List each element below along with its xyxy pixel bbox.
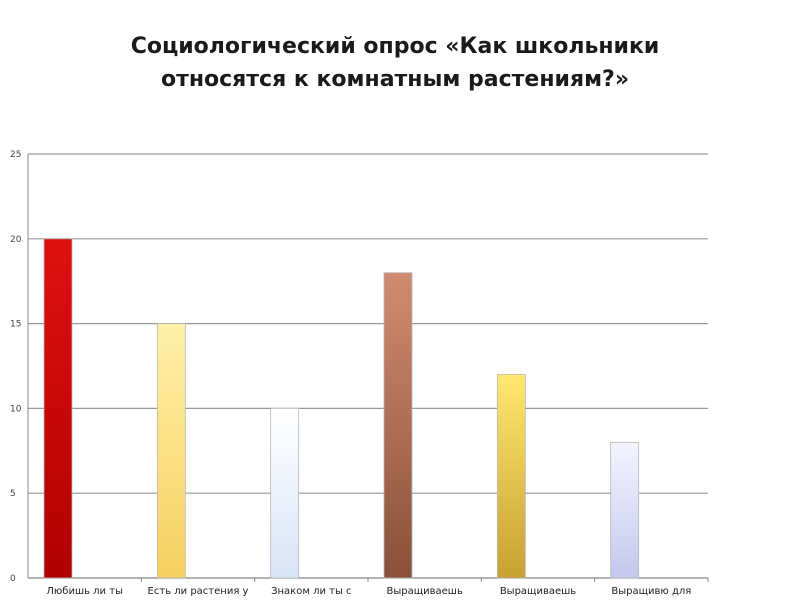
bar-5: [496, 374, 526, 579]
bars: [43, 238, 640, 579]
x-category-label-3: Знаком ли ты с: [271, 586, 351, 597]
y-tick-label-10: 10: [10, 404, 22, 414]
y-tick-label-25: 25: [10, 150, 21, 160]
bar-1: [43, 238, 73, 579]
bar-4: [383, 272, 413, 579]
chart-title-line-2: относятся к комнатным растениям?»: [160, 67, 630, 92]
y-tick-label-15: 15: [10, 320, 21, 330]
bar-2: [156, 323, 186, 579]
chart-title-line-1: Социологический опрос «Как школьники: [130, 34, 660, 59]
bar-3: [270, 407, 300, 579]
y-tick-label-0: 0: [10, 574, 16, 584]
x-axis: Любишь ли ты Есть ли растения у Знаком ли …: [46, 578, 709, 597]
y-tick-label-5: 5: [10, 489, 16, 499]
chart-title: Социологический опрос «Как школьники отн…: [0, 30, 790, 96]
x-category-label-1: Любишь ли ты: [46, 586, 123, 597]
x-category-label-6: Выращивю для: [611, 586, 691, 597]
gridlines: [28, 153, 708, 579]
x-category-label-5: Выращиваешь: [500, 586, 576, 597]
y-axis: 0 5 10 15 20 25: [10, 150, 29, 584]
y-tick-label-20: 20: [10, 235, 22, 245]
x-category-label-2: Есть ли растения у: [148, 586, 249, 597]
bar-6: [610, 441, 640, 579]
x-category-label-4: Выращиваешь: [386, 586, 462, 597]
